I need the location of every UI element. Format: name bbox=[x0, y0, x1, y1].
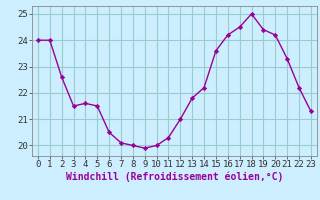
X-axis label: Windchill (Refroidissement éolien,°C): Windchill (Refroidissement éolien,°C) bbox=[66, 172, 283, 182]
